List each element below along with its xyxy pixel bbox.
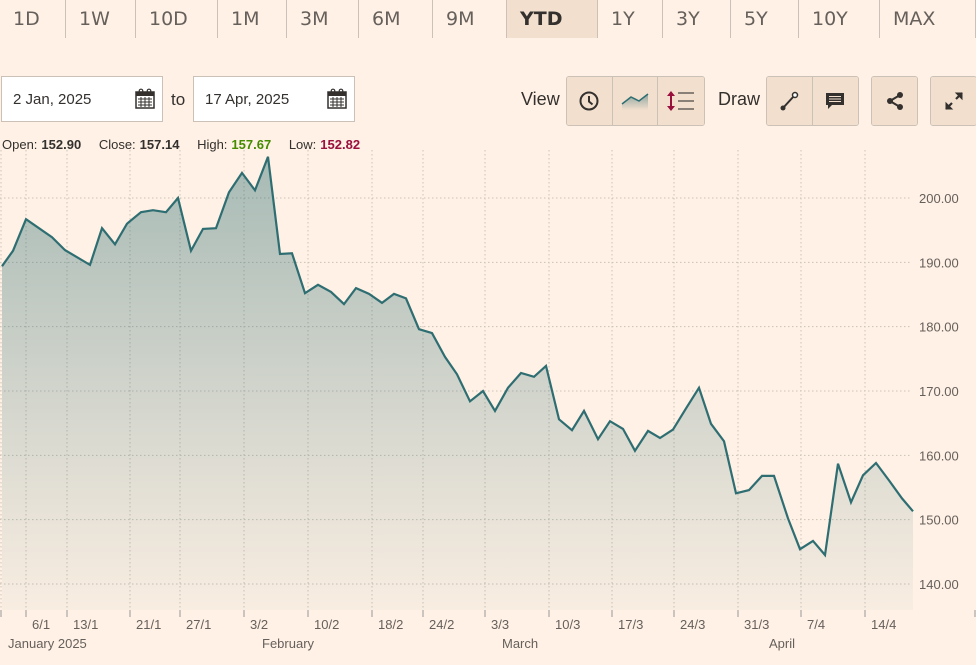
x-axis-label: 21/1	[136, 617, 161, 632]
chart-type-button[interactable]	[612, 77, 659, 125]
x-axis-label: 13/1	[73, 617, 98, 632]
y-axis-label: 180.00	[919, 320, 959, 335]
x-axis-label: 14/4	[871, 617, 896, 632]
scale-button[interactable]	[658, 77, 704, 125]
low-value: 152.82	[320, 137, 361, 152]
y-axis-label: 170.00	[919, 384, 959, 399]
x-axis-label: 18/2	[378, 617, 403, 632]
range-tab-1y[interactable]: 1Y	[598, 0, 663, 38]
to-date-input[interactable]: 17 Apr, 2025	[193, 76, 355, 122]
x-axis-label: 24/2	[429, 617, 454, 632]
range-tab-10y[interactable]: 10Y	[799, 0, 880, 38]
x-axis-label: 27/1	[186, 617, 211, 632]
from-date-value: 2 Jan, 2025	[13, 90, 92, 108]
y-axis-label: 150.00	[919, 513, 959, 528]
draw-button-group	[766, 76, 859, 126]
range-tab-9m[interactable]: 9M	[433, 0, 507, 38]
x-axis-label: 17/3	[618, 617, 643, 632]
clock-icon	[579, 91, 599, 111]
low-label: Low:	[288, 137, 317, 152]
comment-icon	[826, 93, 845, 109]
range-tab-5y[interactable]: 5Y	[731, 0, 799, 38]
x-axis-label: 3/2	[250, 617, 268, 632]
line-tool-icon	[780, 91, 799, 111]
price-chart[interactable]: 200.00 190.00 180.00 170.00 160.00 150.00 140.…	[0, 150, 976, 665]
range-tab-10d[interactable]: 10D	[136, 0, 218, 38]
price-line	[1, 156, 914, 558]
range-selector: 1D 1W 10D 1M 3M 6M 9M YTD 1Y 3Y 5Y 10Y MAX	[0, 0, 976, 38]
x-axis-label: 24/3	[680, 617, 705, 632]
ohlc-summary: Open: 152.90 Close: 157.14 High: 157.67 Low…	[2, 137, 374, 152]
share-icon	[886, 92, 903, 110]
area-chart-icon	[621, 93, 649, 110]
range-tab-3y[interactable]: 3Y	[663, 0, 731, 38]
close-label: Close:	[98, 137, 136, 152]
share-button-group	[871, 76, 918, 126]
to-label: to	[171, 90, 186, 109]
range-tab-1d[interactable]: 1D	[0, 0, 66, 38]
share-button[interactable]	[872, 77, 917, 125]
draw-label: Draw	[718, 89, 761, 109]
month-label: March	[502, 636, 538, 651]
x-axis-label: 10/3	[555, 617, 580, 632]
annotation-button[interactable]	[812, 77, 858, 125]
y-axis-label: 200.00	[919, 191, 959, 206]
time-view-button[interactable]	[567, 77, 613, 125]
y-axis-label: 140.00	[919, 577, 959, 592]
view-label: View	[521, 89, 560, 109]
range-tab-3m[interactable]: 3M	[287, 0, 359, 38]
open-value: 152.90	[41, 137, 82, 152]
to-date-value: 17 Apr, 2025	[205, 90, 290, 108]
fullscreen-button[interactable]	[931, 77, 976, 125]
high-label: High:	[197, 137, 228, 152]
close-value: 157.14	[139, 137, 180, 152]
x-axis-label: 6/1	[32, 617, 50, 632]
x-axis-label: 10/2	[314, 617, 339, 632]
range-tab-6m[interactable]: 6M	[359, 0, 433, 38]
range-tab-max[interactable]: MAX	[880, 0, 976, 38]
y-axis-label: 160.00	[919, 448, 959, 463]
x-axis-label: 7/4	[807, 617, 825, 632]
view-button-group	[566, 76, 705, 126]
draw-line-button[interactable]	[767, 77, 813, 125]
calendar-icon[interactable]	[134, 88, 156, 114]
fullscreen-button-group	[930, 76, 976, 126]
month-label: January 2025	[8, 636, 87, 651]
range-tab-1w[interactable]: 1W	[66, 0, 136, 38]
from-date-input[interactable]: 2 Jan, 2025	[1, 76, 163, 122]
calendar-icon[interactable]	[326, 88, 348, 114]
month-label: February	[262, 636, 315, 651]
high-value: 157.67	[231, 137, 272, 152]
x-axis-label: 3/3	[491, 617, 509, 632]
y-axis-label: 190.00	[919, 255, 959, 270]
x-axis-label: 31/3	[744, 617, 769, 632]
range-tab-1m[interactable]: 1M	[218, 0, 287, 38]
open-label: Open:	[2, 137, 38, 152]
month-label: April	[769, 636, 795, 651]
y-scale-icon	[667, 91, 695, 111]
range-tab-ytd[interactable]: YTD	[507, 0, 598, 38]
expand-icon	[944, 92, 963, 110]
price-area	[2, 156, 913, 611]
